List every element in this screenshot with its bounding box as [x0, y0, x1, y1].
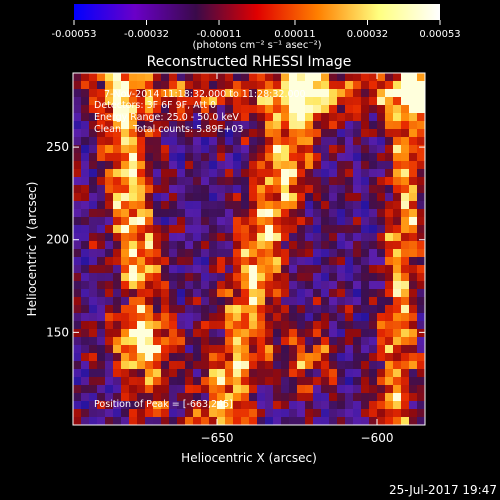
- heatmap: [73, 73, 425, 425]
- y-tick-label: 150: [46, 325, 69, 339]
- annotation-energy-range: Energy Range: 25.0 - 50.0 keV: [94, 112, 239, 123]
- annotation-detectors: Detectors: 3F 6F 9F, Att 0: [94, 100, 216, 111]
- x-tick-label: −600: [361, 431, 394, 445]
- colorbar-tick-label: -0.00032: [124, 29, 169, 40]
- y-axis-ticks: 150 200 250: [46, 140, 425, 339]
- colorbar-tick-label: -0.00053: [52, 29, 97, 40]
- x-axis-label: Heliocentric X (arcsec): [181, 451, 317, 465]
- y-tick-label: 200: [46, 233, 69, 247]
- colorbar-unit-label: (photons cm⁻² s⁻¹ asec⁻²): [192, 40, 321, 51]
- colorbar: [74, 4, 440, 20]
- annotation-clean-counts: Clean Total counts: 5.89E+03: [94, 124, 243, 135]
- y-axis-label: Heliocentric Y (arcsec): [25, 182, 39, 317]
- colorbar-tick-label: 0.00011: [274, 29, 315, 40]
- colorbar-ticks: -0.00053 -0.00032 -0.00011 0.00011 0.00032 0.…: [52, 20, 461, 40]
- colorbar-tick-label: 0.00053: [419, 29, 460, 40]
- x-axis-ticks: −650−600−550: [201, 73, 394, 445]
- colorbar-tick-label: 0.00032: [347, 29, 388, 40]
- x-tick-label: −650: [201, 431, 234, 445]
- annotations: 7-Nov-2014 11:18:32.000 to 11:28:32.000 …: [94, 89, 306, 410]
- colorbar-tick-label: -0.00011: [197, 29, 242, 40]
- plot-frame: [72, 72, 426, 426]
- y-tick-label: 250: [46, 140, 69, 154]
- annotation-peak: Position of Peak = [-663,245]: [94, 399, 233, 410]
- chart-title: Reconstructed RHESSI Image: [147, 54, 352, 70]
- footer-date: 25-Jul-2017 19:47: [389, 483, 497, 497]
- annotation-time-range: 7-Nov-2014 11:18:32.000 to 11:28:32.000: [104, 89, 306, 100]
